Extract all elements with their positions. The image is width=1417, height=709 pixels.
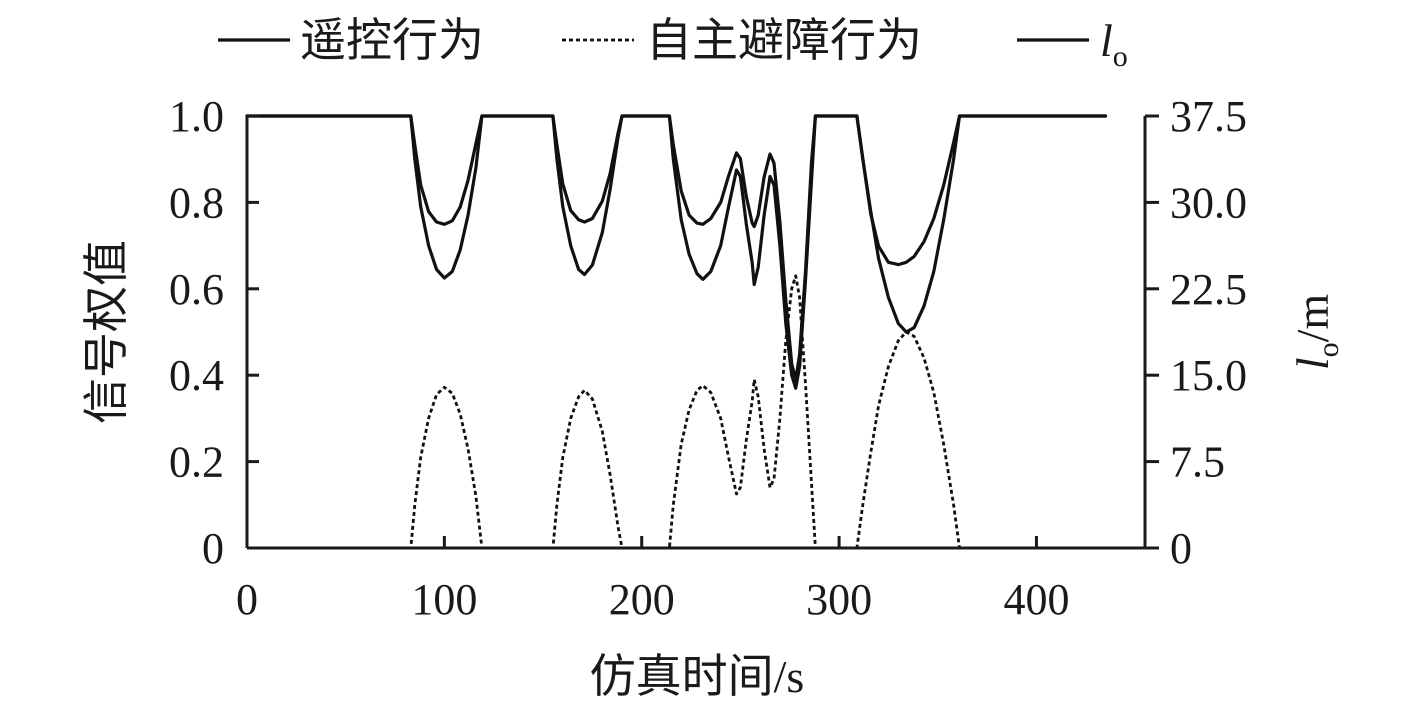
series-layer (245, 114, 1108, 550)
legend-label-sub: o (1113, 40, 1128, 73)
y-tick-label: 0.8 (169, 178, 224, 227)
x-axis-label: 仿真时间/s (590, 651, 805, 702)
axes (245, 114, 1159, 550)
y2-tick-label: 37.5 (1170, 92, 1247, 141)
y-tick-label: 1.0 (169, 92, 224, 141)
legend-label-main: l (1100, 15, 1113, 66)
y2-axis-label-main: l (1287, 357, 1338, 370)
legend-label-2: 自主避障行为 (646, 15, 922, 66)
x-tick-label: 300 (806, 575, 872, 624)
y2-axis-label-sub: o (1312, 342, 1345, 357)
y2-tick-label: 15.0 (1170, 351, 1247, 400)
y-axis-label: 信号权值 (81, 240, 132, 424)
series-line-2 (247, 274, 1106, 550)
x-tick-label: 400 (1003, 575, 1069, 624)
legend: 遥控行为 自主避障行为 lo (218, 15, 1128, 73)
x-tick-label: 200 (609, 575, 675, 624)
y2-tick-label: 30.0 (1170, 178, 1247, 227)
y2-axis-label-unit: /m (1287, 294, 1338, 343)
legend-label-3: lo (1100, 15, 1128, 73)
y-tick-label: 0.2 (169, 438, 224, 487)
y2-tick-label: 0 (1170, 524, 1192, 573)
y2-axis-label: lo/m (1287, 294, 1345, 371)
y2-tick-label: 22.5 (1170, 265, 1247, 314)
y-tick-label: 0.4 (169, 351, 224, 400)
x-tick-label: 100 (411, 575, 477, 624)
y-tick-label: 0 (202, 524, 224, 573)
series-line-3 (245, 114, 1108, 382)
tick-labels: 0 100 200 300 400 0 0.2 0.4 0.6 0.8 1.0 0 7.5 15.0 22.… (169, 92, 1247, 624)
y-tick-label: 0.6 (169, 265, 224, 314)
series-line-1 (245, 114, 1108, 390)
y2-tick-label: 7.5 (1170, 438, 1225, 487)
legend-label-1: 遥控行为 (300, 15, 484, 66)
x-tick-label: 0 (236, 575, 258, 624)
